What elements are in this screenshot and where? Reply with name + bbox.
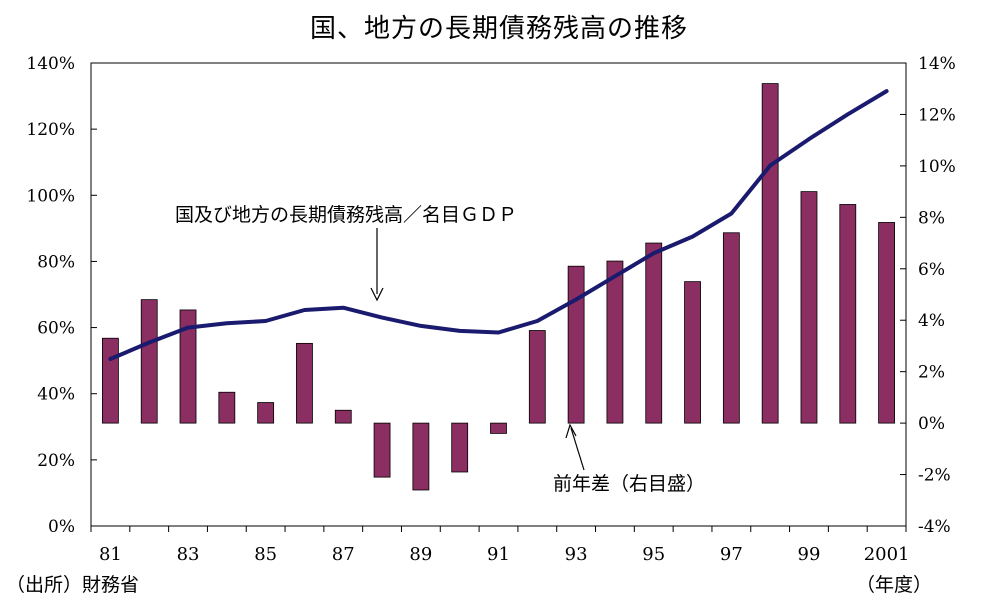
left-tick-label: 120% — [26, 120, 75, 140]
right-tick-label: 14% — [918, 54, 956, 74]
right-tick-label: -4% — [918, 517, 951, 537]
left-tick-label: 20% — [37, 451, 75, 471]
bar — [334, 409, 352, 424]
bar-series — [102, 83, 895, 491]
bar — [140, 299, 158, 424]
bar — [878, 222, 895, 424]
right-tick-label: 0% — [918, 414, 945, 434]
right-tick-label: 6% — [918, 260, 945, 280]
left-tick-label: 60% — [37, 319, 75, 339]
bar — [218, 391, 236, 424]
right-tick-label: 8% — [918, 208, 945, 228]
right-tick-label: -2% — [918, 466, 951, 486]
x-tick-label: 81 — [99, 544, 122, 565]
annotation-bar-arrowhead — [565, 423, 577, 439]
source-note: （出所）財務省 — [6, 574, 140, 596]
right-tick-label: 2% — [918, 363, 945, 383]
x-tick-label: 91 — [487, 544, 510, 565]
bar — [179, 309, 197, 424]
bar — [839, 204, 857, 424]
bar — [684, 281, 701, 424]
bar — [102, 337, 119, 424]
x-axis-unit: （年度） — [856, 574, 933, 596]
series-line — [108, 89, 889, 361]
bar — [722, 232, 740, 424]
annotation-bar-label: 前年差（右目盛） — [553, 473, 705, 495]
x-tick-label: 87 — [332, 544, 355, 565]
bar — [567, 265, 585, 424]
bar — [373, 422, 391, 478]
right-tick-label: 4% — [918, 311, 945, 331]
plot-area — [90, 62, 907, 527]
x-tick-label: 2001 — [864, 544, 910, 565]
left-tick-label: 100% — [26, 186, 75, 206]
bar — [490, 422, 507, 434]
line-series — [108, 89, 889, 361]
x-tick-label: 83 — [177, 544, 200, 565]
bar — [451, 422, 469, 473]
axes: 0% 20% 40% 60% 80% 100% 120% 140% -4% -2% 0% 2% 4% 6%… — [26, 54, 955, 565]
bar — [606, 260, 624, 424]
bar — [528, 330, 546, 424]
left-tick-label: 80% — [37, 252, 75, 272]
right-tick-label: 12% — [918, 105, 956, 125]
x-tick-label: 89 — [409, 544, 432, 565]
bar — [257, 402, 275, 424]
annotation-bar-arrow — [570, 427, 585, 471]
bar — [296, 342, 313, 424]
left-tick-label: 0% — [48, 517, 75, 537]
x-tick-label: 93 — [565, 544, 588, 565]
bar — [412, 422, 430, 491]
x-tick-label: 99 — [798, 544, 821, 565]
x-tick-label: 95 — [642, 544, 665, 565]
annotations: 国及び地方の長期債務残高／名目ＧＤＰ 前年差（右目盛） — [175, 204, 705, 495]
left-tick-label: 40% — [37, 385, 75, 405]
right-tick-label: 10% — [918, 157, 956, 177]
annotation-line-label: 国及び地方の長期債務残高／名目ＧＤＰ — [175, 204, 517, 226]
bar — [800, 191, 818, 424]
chart-title: 国、地方の長期債務残高の推移 — [309, 14, 688, 44]
bar — [645, 242, 663, 424]
left-tick-label: 140% — [26, 54, 75, 74]
annotation-line-arrowhead — [370, 287, 384, 302]
bar — [761, 83, 779, 424]
x-tick-label: 85 — [254, 544, 277, 565]
x-tick-label: 97 — [720, 544, 743, 565]
